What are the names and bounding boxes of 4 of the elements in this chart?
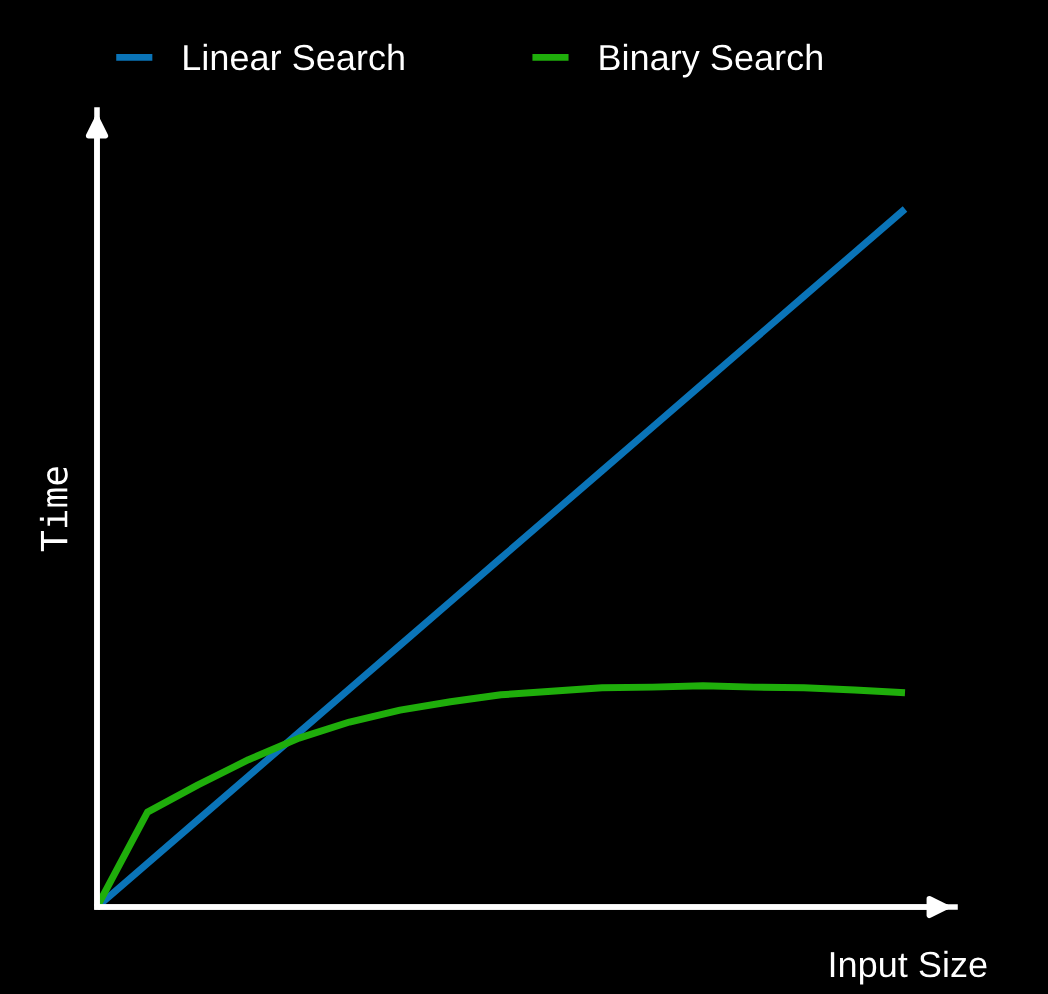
legend-label: Linear Search [184,43,404,71]
y-axis-title: Time [39,467,68,552]
x-axis-title: Input Size [830,950,987,985]
legend-label: Binary Search [600,43,822,78]
